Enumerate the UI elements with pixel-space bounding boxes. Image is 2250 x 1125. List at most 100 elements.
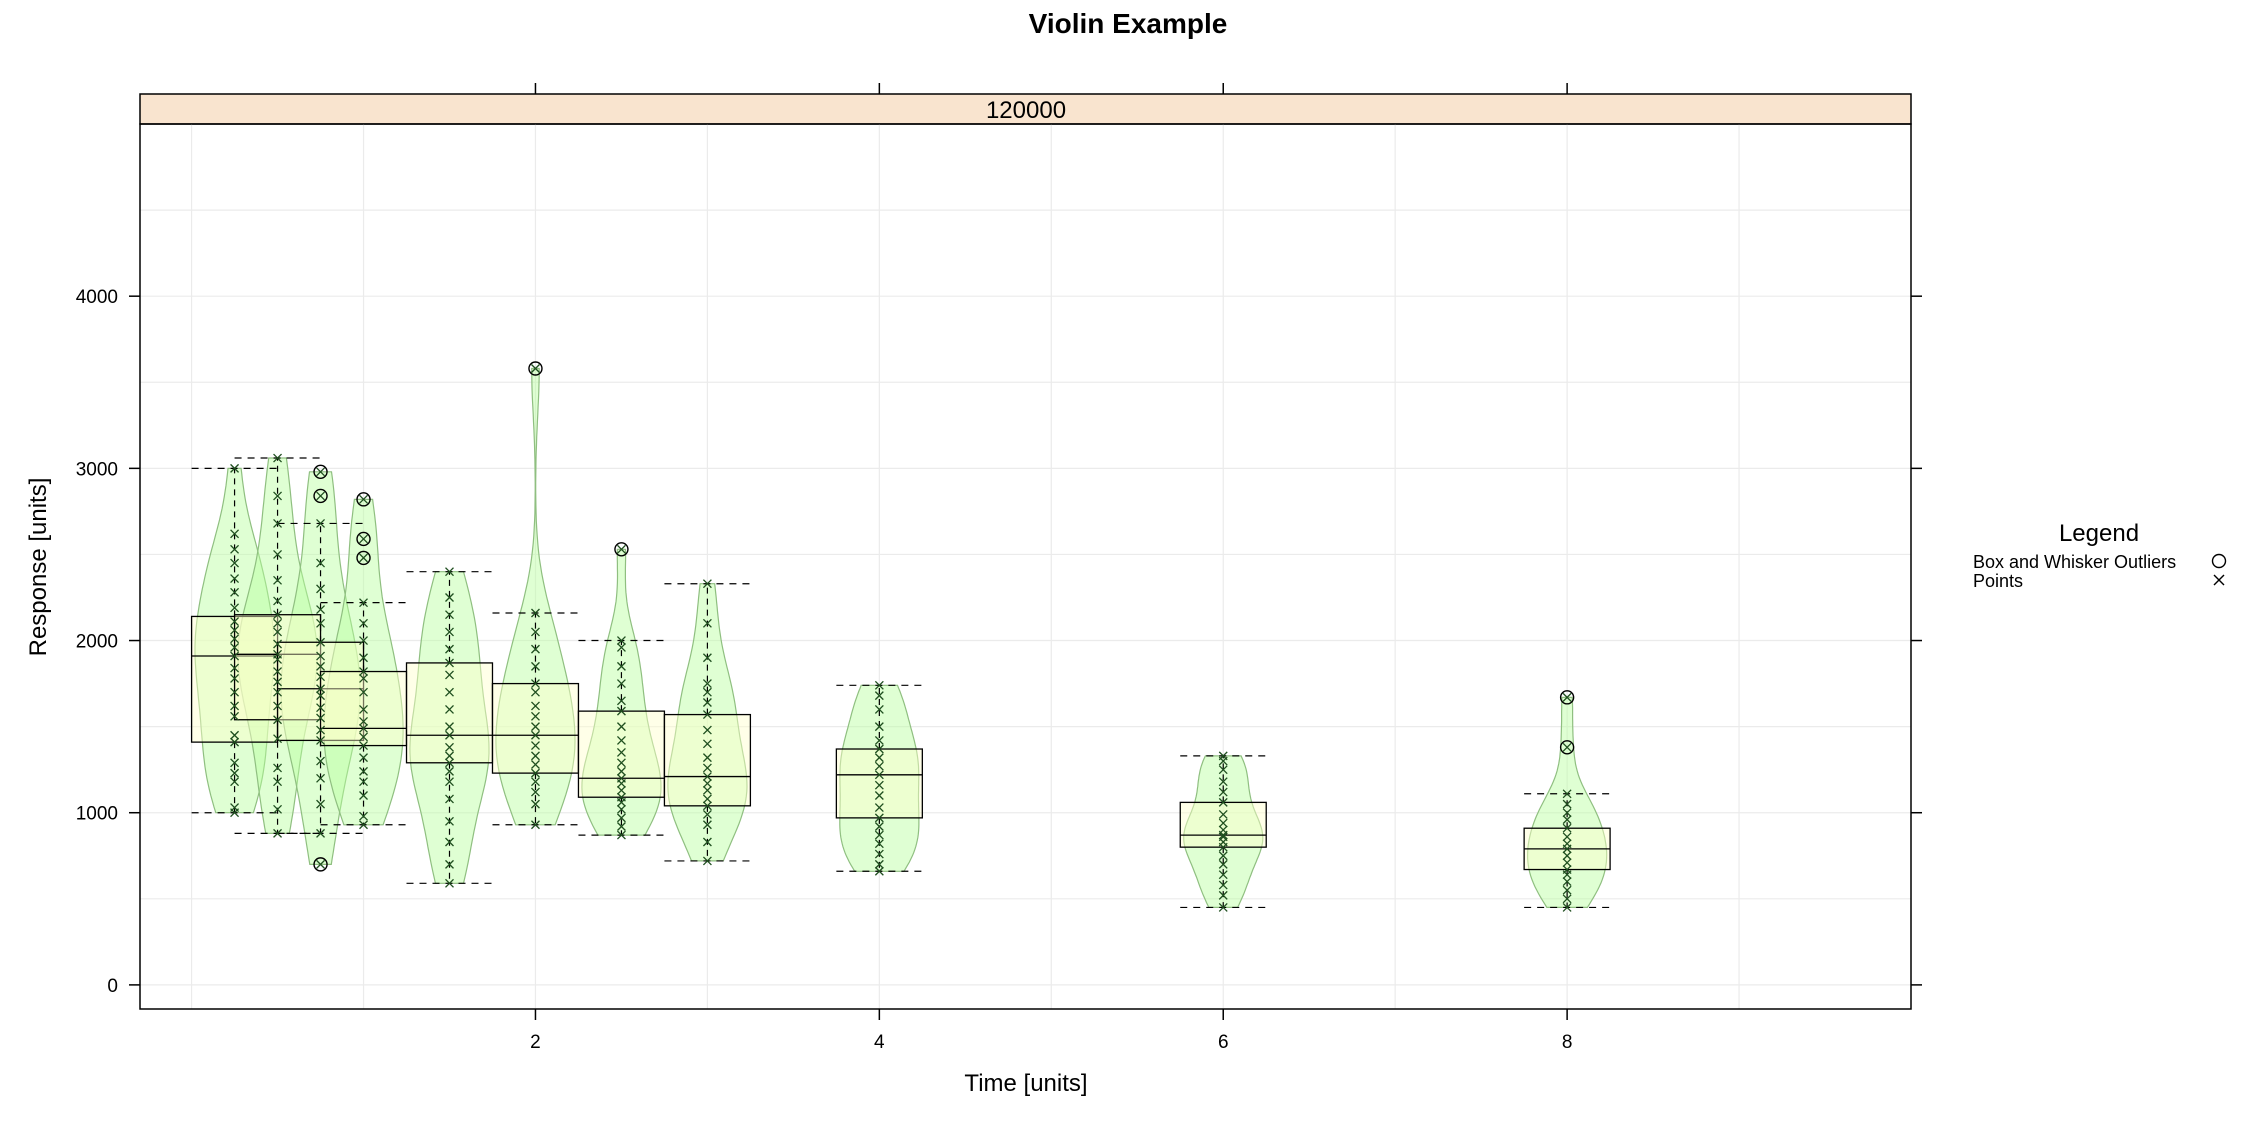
data-point (445, 644, 454, 654)
data-point (273, 677, 283, 687)
strip-label: 120000 (986, 97, 1066, 124)
data-point (702, 801, 712, 811)
outlier-marker (356, 531, 371, 547)
data-point (359, 618, 368, 628)
data-point (616, 722, 626, 732)
data-point (1218, 809, 1228, 819)
data-point (1562, 832, 1572, 842)
data-point (230, 617, 240, 627)
data-point (273, 715, 283, 725)
data-point (702, 785, 712, 795)
data-point (874, 761, 884, 771)
data-point (316, 703, 325, 713)
outlier-marker (528, 361, 543, 376)
data-point (531, 768, 540, 778)
outlier-marker (356, 550, 371, 566)
data-point (874, 866, 884, 876)
data-point (273, 828, 283, 838)
chart-title: Violin Example (1029, 8, 1228, 39)
data-point (531, 679, 540, 689)
data-point (359, 667, 368, 676)
data-point (316, 672, 325, 682)
data-point (1218, 751, 1228, 761)
data-point (531, 661, 540, 671)
data-point (702, 725, 712, 735)
data-point (702, 809, 712, 819)
data-point (273, 701, 283, 711)
data-point (316, 713, 325, 723)
data-point (445, 859, 454, 869)
data-point (273, 763, 283, 773)
violin (1183, 755, 1264, 908)
data-point (230, 737, 240, 747)
data-point (616, 636, 626, 645)
data-point (445, 742, 454, 752)
data-point (1562, 815, 1572, 825)
points-layer (230, 361, 1575, 912)
data-point (702, 653, 712, 663)
data-point (445, 794, 454, 804)
data-point (316, 735, 325, 745)
data-point (1218, 787, 1228, 797)
data-point (1562, 902, 1572, 912)
data-point (445, 766, 454, 776)
data-point (531, 644, 540, 654)
data-point (359, 732, 368, 742)
data-point (445, 658, 454, 668)
data-point (531, 627, 540, 637)
data-point (1562, 692, 1572, 702)
data-point (874, 839, 884, 849)
data-point (702, 687, 712, 697)
legend-circle-icon (2211, 553, 2227, 569)
data-point (531, 820, 540, 830)
data-point (316, 725, 325, 735)
data-point (616, 804, 626, 814)
legend: Legend Box and Whisker Outliers Points (1973, 520, 2227, 591)
data-point (702, 856, 712, 866)
data-point (359, 553, 368, 563)
data-point (230, 603, 240, 613)
violin (495, 367, 576, 826)
data-point (445, 670, 454, 680)
outlier-marker (614, 542, 629, 557)
data-point (702, 794, 712, 804)
data-point (359, 653, 368, 663)
data-point (1562, 894, 1572, 904)
data-point (874, 691, 884, 701)
data-point (316, 773, 325, 783)
data-point (702, 778, 712, 788)
data-point (616, 706, 626, 716)
data-point (616, 766, 626, 776)
data-point (230, 463, 240, 473)
data-point (273, 610, 283, 620)
data-point (702, 679, 712, 689)
data-point (531, 364, 540, 373)
data-point (230, 768, 240, 778)
data-point (1562, 789, 1572, 799)
data-point (616, 822, 626, 831)
data-point (273, 518, 283, 528)
data-point (1218, 818, 1228, 828)
data-point (359, 777, 368, 787)
outlier-marker (1559, 740, 1575, 755)
violin (839, 684, 920, 872)
legend-label-points: Points (1973, 571, 2023, 591)
legend-cross-icon (2213, 574, 2225, 586)
data-point (230, 777, 240, 787)
data-point (230, 642, 240, 652)
data-point (531, 741, 540, 751)
data-point (359, 494, 368, 504)
data-point (273, 649, 283, 659)
data-point (273, 639, 283, 649)
data-point (316, 605, 325, 615)
data-point (531, 751, 540, 761)
data-point (531, 701, 540, 711)
data-point (1562, 885, 1572, 895)
data-point (273, 627, 283, 637)
data-point (616, 792, 626, 802)
data-point (616, 773, 626, 783)
data-point (445, 610, 454, 620)
outlier-marker (313, 464, 328, 480)
data-point (531, 730, 540, 740)
